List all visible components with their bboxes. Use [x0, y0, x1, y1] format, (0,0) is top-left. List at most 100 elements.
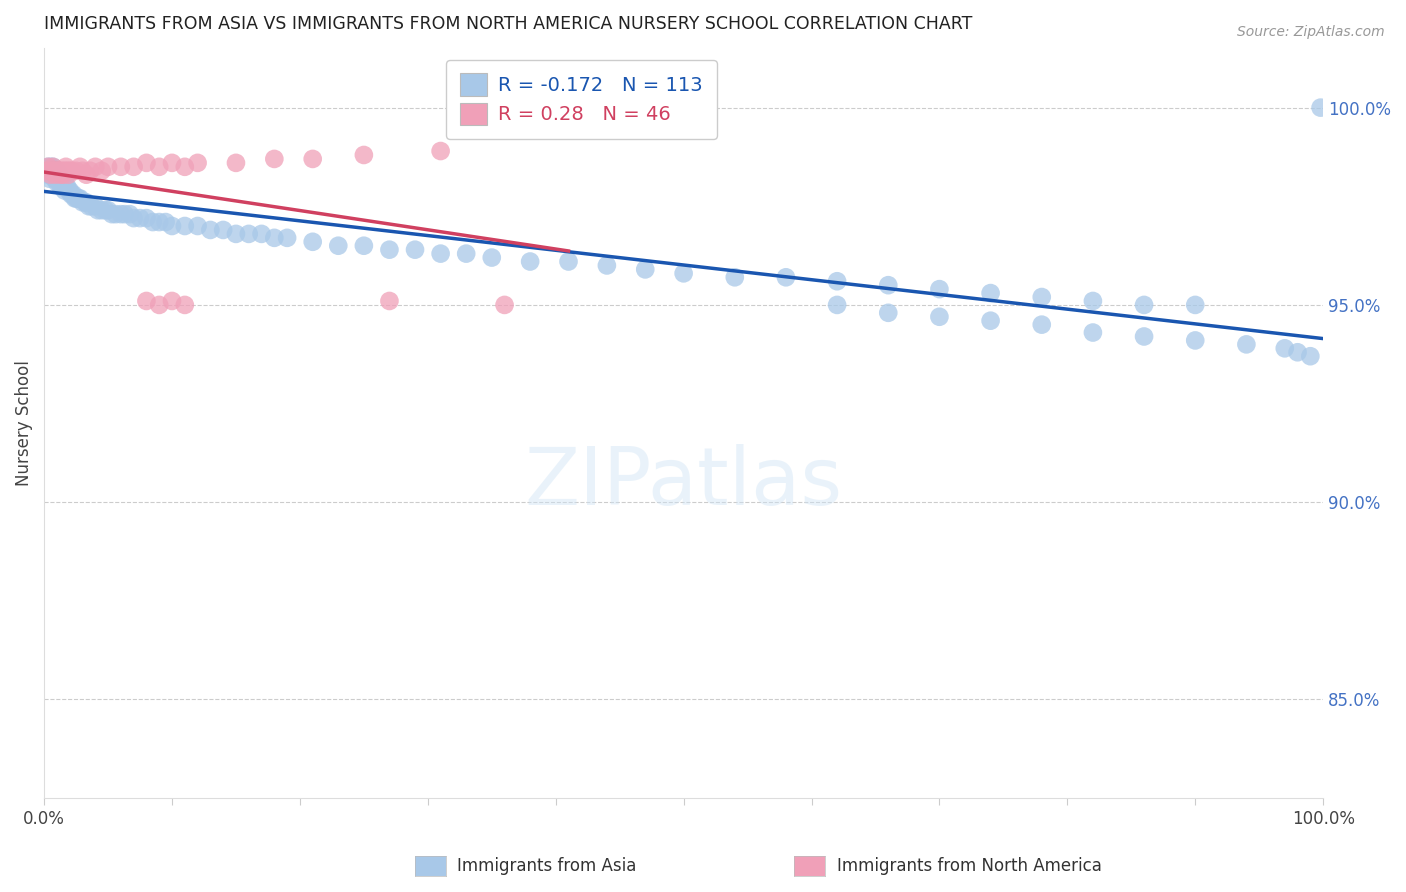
Point	[928, 282, 950, 296]
Point	[877, 278, 900, 293]
Point	[49, 168, 72, 182]
Point	[84, 199, 107, 213]
Point	[110, 207, 132, 221]
Point	[173, 160, 195, 174]
Point	[129, 211, 152, 226]
Point	[58, 184, 80, 198]
Point	[48, 176, 70, 190]
Point	[59, 163, 82, 178]
Point	[45, 176, 67, 190]
Point	[55, 160, 77, 174]
Point	[44, 168, 66, 182]
Point	[51, 171, 73, 186]
Point	[51, 163, 73, 178]
Point	[494, 298, 516, 312]
Point	[84, 160, 107, 174]
Point	[101, 207, 124, 221]
Point	[97, 203, 120, 218]
Point	[39, 168, 62, 182]
Point	[38, 163, 60, 178]
Point	[250, 227, 273, 241]
Point	[160, 293, 183, 308]
Point	[429, 144, 451, 158]
Point	[1133, 298, 1156, 312]
Point	[72, 195, 94, 210]
Point	[353, 148, 375, 162]
Point	[104, 207, 127, 221]
Point	[62, 187, 84, 202]
Point	[353, 238, 375, 252]
Point	[52, 179, 75, 194]
Point	[110, 160, 132, 174]
Point	[825, 274, 848, 288]
Point	[1031, 290, 1053, 304]
Point	[456, 246, 478, 260]
Point	[173, 298, 195, 312]
Point	[44, 163, 66, 178]
Point	[38, 171, 60, 186]
Point	[42, 160, 65, 174]
Point	[212, 223, 235, 237]
Point	[404, 243, 426, 257]
Point	[65, 163, 87, 178]
Point	[1184, 298, 1206, 312]
Point	[1133, 329, 1156, 343]
Point	[44, 163, 66, 178]
Point	[35, 163, 58, 178]
Point	[69, 191, 91, 205]
Point	[301, 152, 323, 166]
Point	[45, 168, 67, 182]
Text: Immigrants from Asia: Immigrants from Asia	[457, 857, 637, 875]
Point	[980, 314, 1002, 328]
Point	[1286, 345, 1309, 359]
Point	[114, 207, 136, 221]
Point	[557, 254, 579, 268]
Point	[928, 310, 950, 324]
Point	[160, 219, 183, 233]
Point	[45, 171, 67, 186]
Point	[142, 215, 165, 229]
Point	[46, 171, 69, 186]
Point	[59, 184, 82, 198]
Point	[35, 163, 58, 178]
Point	[53, 184, 76, 198]
Point	[45, 168, 67, 182]
Y-axis label: Nursery School: Nursery School	[15, 360, 32, 486]
Point	[672, 266, 695, 280]
Point	[52, 176, 75, 190]
Point	[148, 298, 170, 312]
Point	[44, 171, 66, 186]
Point	[155, 215, 177, 229]
Point	[187, 219, 209, 233]
Point	[67, 191, 90, 205]
Point	[69, 160, 91, 174]
Point	[51, 176, 73, 190]
Point	[1309, 101, 1331, 115]
Point	[37, 168, 59, 182]
Point	[56, 163, 79, 178]
Point	[225, 156, 247, 170]
Point	[1299, 349, 1322, 363]
Point	[263, 152, 285, 166]
Point	[378, 243, 401, 257]
Point	[187, 156, 209, 170]
Point	[301, 235, 323, 249]
Point	[39, 163, 62, 178]
Point	[481, 251, 503, 265]
Point	[1184, 334, 1206, 348]
Point	[46, 168, 69, 182]
Point	[39, 168, 62, 182]
Point	[45, 163, 67, 178]
Point	[980, 286, 1002, 301]
Point	[39, 160, 62, 174]
Point	[173, 219, 195, 233]
Point	[42, 160, 65, 174]
Point	[42, 163, 65, 178]
Point	[378, 293, 401, 308]
Point	[135, 211, 157, 226]
Point	[52, 168, 75, 182]
Point	[877, 306, 900, 320]
Point	[276, 231, 298, 245]
Point	[94, 203, 117, 218]
Point	[160, 156, 183, 170]
